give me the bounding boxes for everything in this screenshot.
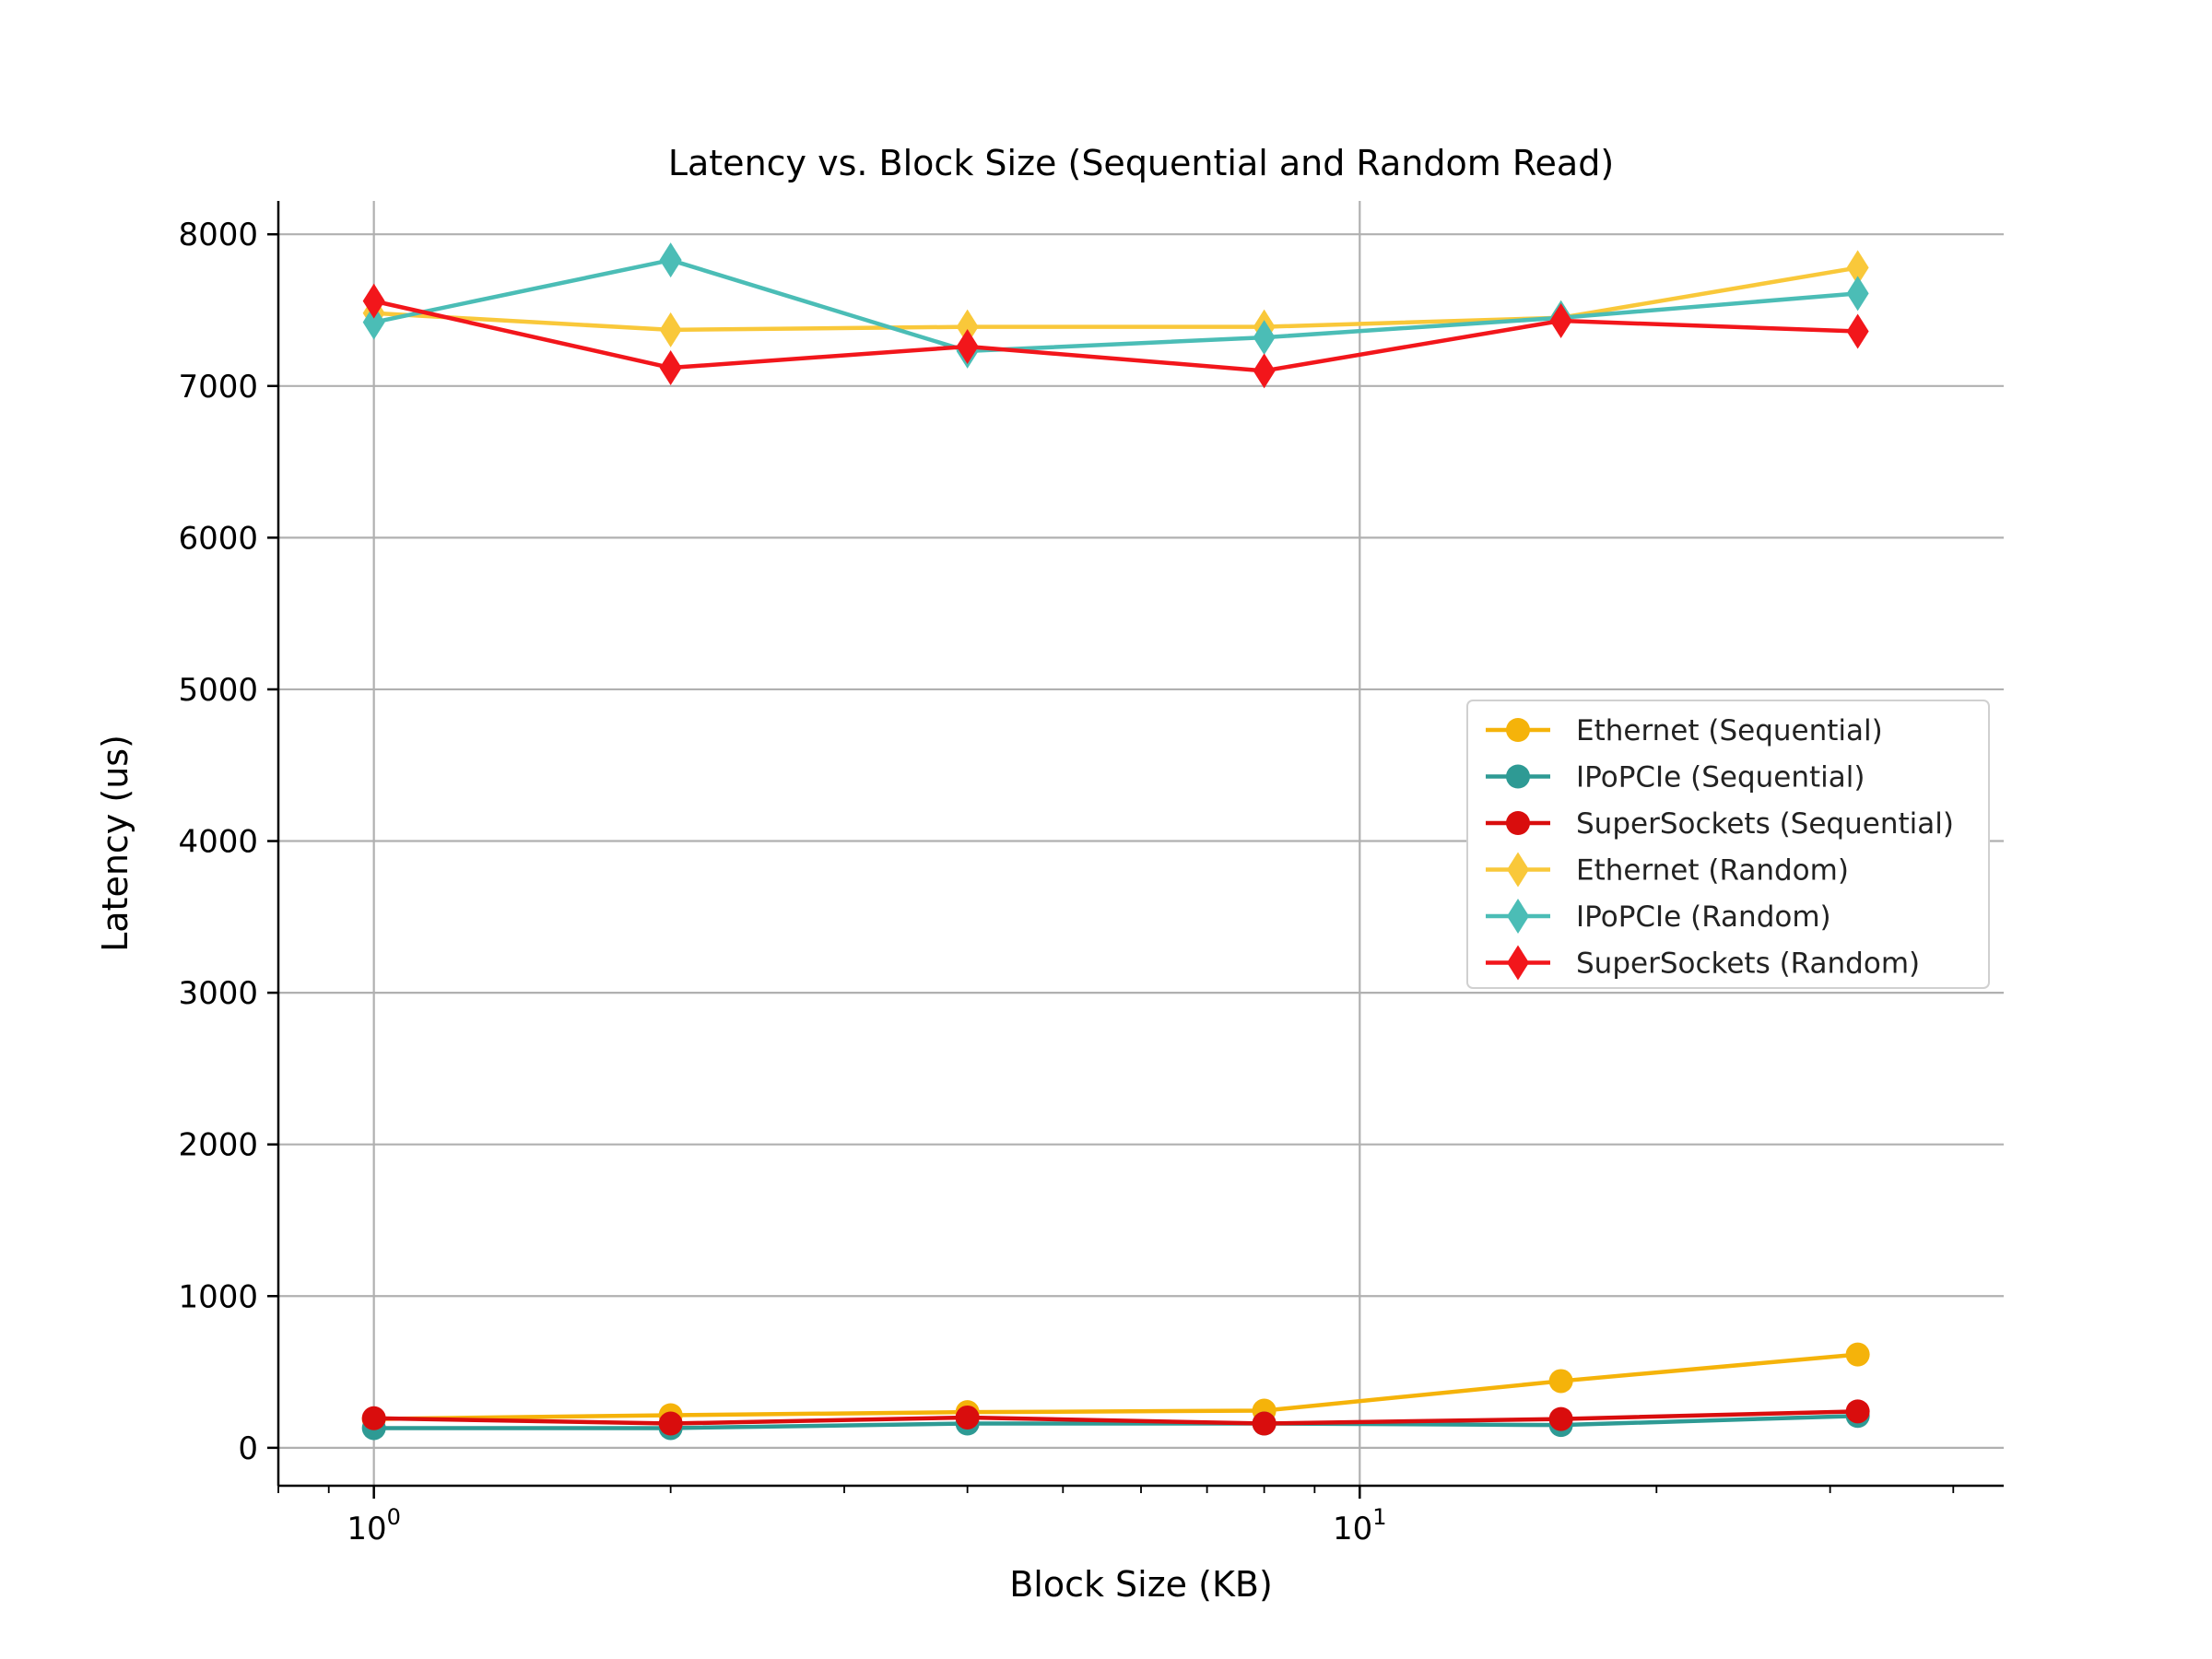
series-3 — [362, 250, 1869, 347]
data-point — [1845, 1399, 1870, 1424]
legend-marker — [1506, 811, 1530, 835]
data-point — [1549, 303, 1572, 339]
series-line — [373, 257, 1858, 354]
chart-title: Latency vs. Block Size (Sequential and R… — [668, 143, 1614, 183]
series-line — [373, 1409, 1858, 1426]
legend-label: Ethernet (Random) — [1576, 854, 1849, 888]
legend-marker — [1507, 945, 1529, 981]
y-tick-label: 0 — [238, 1430, 258, 1467]
data-point — [1252, 1411, 1277, 1436]
series-line — [373, 1414, 1858, 1430]
x-tick-label: 100 — [347, 1504, 401, 1547]
data-point — [1253, 353, 1276, 389]
legend-marker — [1507, 899, 1529, 934]
legend-item: Ethernet (Sequential) — [1486, 714, 1883, 747]
data-point — [658, 1411, 683, 1436]
data-point — [1548, 1369, 1573, 1394]
legend-label: SuperSockets (Sequential) — [1576, 807, 1954, 841]
data-point — [1548, 1406, 1573, 1431]
x-axis-label: Block Size (KB) — [1009, 1564, 1273, 1605]
grid-layer — [278, 201, 2004, 1486]
data-point — [362, 304, 385, 340]
data-point — [659, 350, 682, 386]
legend-label: IPoPCIe (Random) — [1576, 900, 1831, 934]
legend-frame — [1466, 700, 1990, 989]
data-point — [955, 1405, 980, 1430]
data-point — [1845, 1342, 1870, 1367]
x-tick-label: 101 — [1333, 1504, 1387, 1547]
y-tick-label: 6000 — [178, 520, 258, 557]
data-point — [659, 242, 682, 278]
data-point — [1846, 313, 1869, 349]
y-axis-label: Latency (us) — [95, 735, 135, 952]
data-point — [362, 283, 385, 319]
x-tick-exponent: 0 — [387, 1504, 401, 1530]
legend-marker — [1506, 764, 1530, 789]
x-tick-base: 10 — [347, 1511, 386, 1547]
y-tick-label: 7000 — [178, 369, 258, 406]
legend-item: Ethernet (Random) — [1486, 852, 1849, 888]
y-tick-label: 3000 — [178, 975, 258, 1012]
data-point — [361, 1406, 386, 1430]
y-tick-label: 4000 — [178, 824, 258, 861]
data-point — [659, 312, 682, 347]
y-tick-label: 8000 — [178, 217, 258, 253]
legend-item: IPoPCIe (Sequential) — [1486, 761, 1865, 794]
x-tick-exponent: 1 — [1372, 1504, 1386, 1530]
legend-marker — [1506, 718, 1530, 742]
legend-item: IPoPCIe (Random) — [1486, 899, 1831, 934]
y-tick-label: 2000 — [178, 1127, 258, 1164]
x-tick-base: 10 — [1333, 1511, 1372, 1547]
data-point — [1253, 320, 1276, 356]
data-point — [956, 328, 979, 364]
series-5 — [362, 283, 1869, 389]
series-layer — [361, 242, 1870, 1441]
legend-label: SuperSockets (Random) — [1576, 947, 1920, 981]
legend: Ethernet (Sequential) IPoPCIe (Sequential… — [1466, 700, 1990, 989]
legend-label: Ethernet (Sequential) — [1576, 714, 1883, 747]
legend-marker — [1507, 852, 1529, 888]
data-point — [956, 309, 979, 345]
legend-item: SuperSockets (Sequential) — [1486, 807, 1954, 841]
series-line — [373, 299, 1858, 373]
y-tick-label: 5000 — [178, 672, 258, 709]
legend-label: IPoPCIe (Sequential) — [1576, 761, 1865, 794]
series-line — [373, 1352, 1858, 1421]
series-line — [373, 265, 1859, 333]
data-point — [1846, 276, 1869, 312]
legend-item: SuperSockets (Random) — [1486, 945, 1920, 981]
data-point — [1846, 250, 1869, 286]
series-4 — [362, 242, 1869, 369]
series-2 — [361, 1399, 1870, 1436]
y-tick-label: 1000 — [178, 1278, 258, 1315]
